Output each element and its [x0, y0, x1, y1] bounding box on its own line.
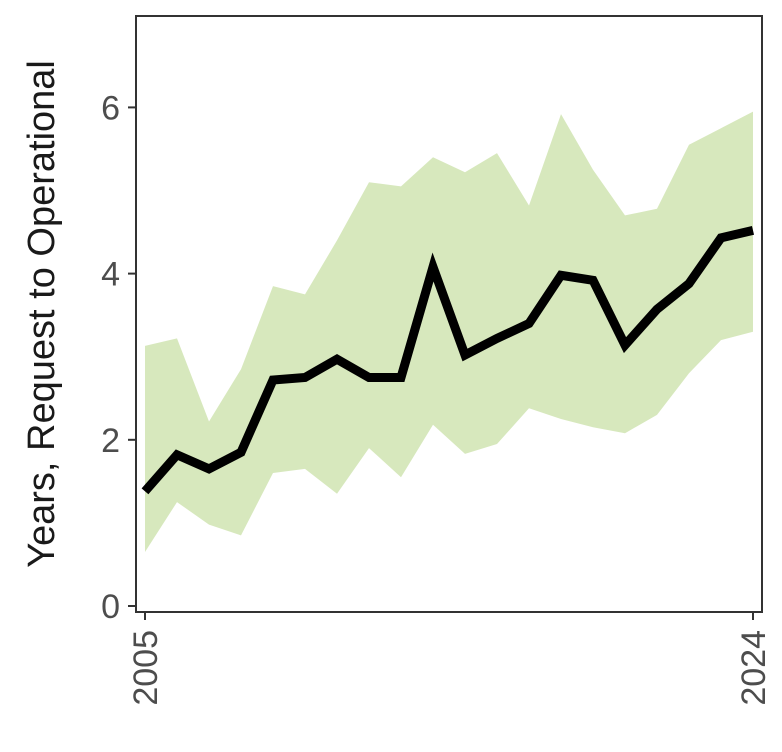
- x-tick-label: 2005: [127, 630, 165, 706]
- y-tick-label: 0: [101, 588, 120, 626]
- y-tick-label: 4: [101, 256, 120, 294]
- plot-frame: [135, 15, 763, 613]
- series-line: [141, 226, 755, 495]
- confidence-band: [145, 111, 753, 552]
- y-tick-label: 6: [101, 89, 120, 127]
- y-axis-title: Years, Request to Operational: [21, 60, 63, 568]
- y-tick-label: 2: [101, 422, 120, 460]
- x-tick-label: 2024: [735, 630, 773, 706]
